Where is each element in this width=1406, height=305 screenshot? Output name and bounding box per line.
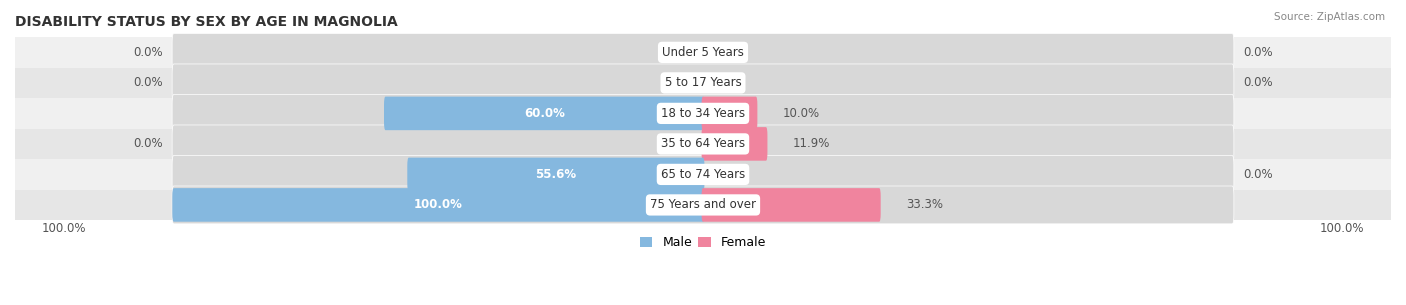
Text: 100.0%: 100.0%: [1320, 222, 1365, 235]
Text: 0.0%: 0.0%: [134, 46, 163, 59]
Bar: [15, 129, 1391, 159]
FancyBboxPatch shape: [172, 186, 1234, 224]
FancyBboxPatch shape: [172, 156, 1234, 193]
FancyBboxPatch shape: [408, 158, 704, 191]
FancyBboxPatch shape: [172, 95, 1234, 132]
FancyBboxPatch shape: [173, 188, 704, 222]
Text: 11.9%: 11.9%: [793, 138, 830, 150]
Text: 65 to 74 Years: 65 to 74 Years: [661, 168, 745, 181]
FancyBboxPatch shape: [172, 125, 1234, 163]
Text: DISABILITY STATUS BY SEX BY AGE IN MAGNOLIA: DISABILITY STATUS BY SEX BY AGE IN MAGNO…: [15, 15, 398, 29]
Bar: [15, 190, 1391, 220]
Text: 33.3%: 33.3%: [905, 199, 942, 211]
FancyBboxPatch shape: [384, 97, 704, 130]
Text: 18 to 34 Years: 18 to 34 Years: [661, 107, 745, 120]
FancyBboxPatch shape: [702, 127, 768, 161]
FancyBboxPatch shape: [172, 34, 1234, 71]
Text: 60.0%: 60.0%: [524, 107, 565, 120]
FancyBboxPatch shape: [702, 188, 880, 222]
Text: 10.0%: 10.0%: [782, 107, 820, 120]
Text: 0.0%: 0.0%: [134, 138, 163, 150]
Text: 35 to 64 Years: 35 to 64 Years: [661, 138, 745, 150]
Text: 100.0%: 100.0%: [41, 222, 86, 235]
Text: 75 Years and over: 75 Years and over: [650, 199, 756, 211]
Text: 55.6%: 55.6%: [536, 168, 576, 181]
Bar: [15, 98, 1391, 129]
Text: Source: ZipAtlas.com: Source: ZipAtlas.com: [1274, 12, 1385, 22]
Text: 0.0%: 0.0%: [1243, 76, 1272, 89]
Text: 0.0%: 0.0%: [1243, 168, 1272, 181]
Bar: [15, 159, 1391, 190]
Legend: Male, Female: Male, Female: [636, 231, 770, 254]
Bar: [15, 68, 1391, 98]
FancyBboxPatch shape: [172, 64, 1234, 102]
Bar: [15, 37, 1391, 68]
Text: 5 to 17 Years: 5 to 17 Years: [665, 76, 741, 89]
Text: Under 5 Years: Under 5 Years: [662, 46, 744, 59]
Text: 0.0%: 0.0%: [1243, 46, 1272, 59]
Text: 0.0%: 0.0%: [134, 76, 163, 89]
Text: 100.0%: 100.0%: [413, 199, 463, 211]
FancyBboxPatch shape: [702, 97, 758, 130]
